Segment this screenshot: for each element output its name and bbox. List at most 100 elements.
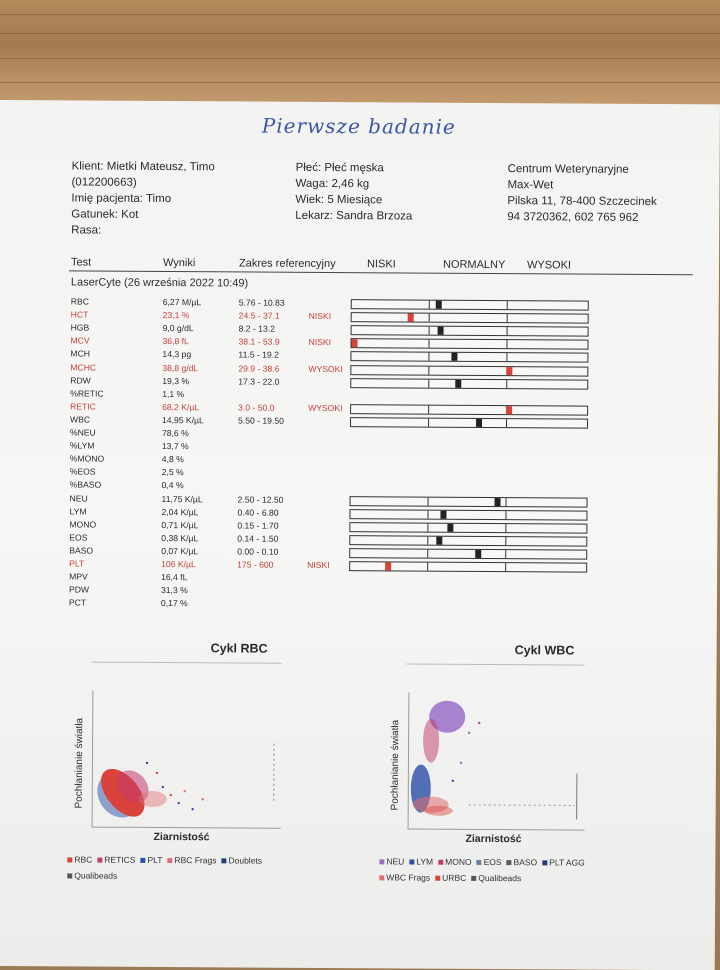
col-normal: NORMALNY xyxy=(443,259,505,271)
value-marker xyxy=(451,353,457,361)
flag-label: NISKI xyxy=(308,337,331,347)
test-value: 14,3 pg xyxy=(162,349,191,359)
test-name: RETIC xyxy=(70,401,96,411)
clinic-line: Pilska 11, 78-400 Szczecinek xyxy=(507,193,656,210)
legend-label: PLT xyxy=(147,855,162,865)
legend-item: EOS xyxy=(477,854,502,870)
reference-range: 0.00 - 0.10 xyxy=(237,546,278,556)
reference-range: 0.14 - 1.50 xyxy=(237,533,278,543)
test-value: 78,6 % xyxy=(162,428,189,438)
reference-range: 11.5 - 19.2 xyxy=(238,350,279,360)
test-value: 14,95 K/µL xyxy=(162,415,204,425)
legend-item: Doublets xyxy=(221,852,262,868)
test-value: 19,3 % xyxy=(162,376,189,386)
legend-swatch xyxy=(409,860,414,865)
legend-swatch xyxy=(167,858,172,863)
reference-range: 5.50 - 19.50 xyxy=(238,415,284,425)
test-name: %MONO xyxy=(70,454,104,464)
wbc-scatter-svg xyxy=(409,693,586,830)
reference-range: 8.2 - 13.2 xyxy=(239,324,275,334)
legend-swatch xyxy=(221,858,226,863)
legend-label: URBC xyxy=(442,873,466,883)
legend-item: MONO xyxy=(438,854,472,870)
test-value: 0,17 % xyxy=(161,598,188,608)
test-value: 0,38 K/µL xyxy=(161,533,198,543)
legend-item: WBC Frags xyxy=(379,869,430,885)
test-value: 31,3 % xyxy=(161,585,188,595)
col-high: WYSOKI xyxy=(527,259,571,271)
legend-label: Doublets xyxy=(228,855,262,865)
test-name: PLT xyxy=(69,558,84,568)
value-marker xyxy=(408,314,414,322)
value-marker xyxy=(476,419,482,427)
flag-label: WYSOKI xyxy=(308,403,342,413)
legend-swatch xyxy=(379,859,384,864)
flag-label: NISKI xyxy=(309,311,332,321)
value-marker xyxy=(438,327,444,335)
flag-label: WYSOKI xyxy=(308,363,342,373)
legend-label: EOS xyxy=(484,857,502,867)
rbc-y-label: Pochłanianie światła xyxy=(74,718,86,809)
clinic-line: Max-Wet xyxy=(507,177,656,194)
patient-line: Płeć: Płeć męska xyxy=(296,160,413,177)
legend-item: BASO xyxy=(507,854,538,870)
reference-range: 175 - 600 xyxy=(237,559,273,569)
reference-range: 3.0 - 50.0 xyxy=(238,402,274,412)
range-indicator-bar xyxy=(350,496,588,507)
reference-range: 2.50 - 12.50 xyxy=(238,494,284,504)
test-value: 23,1 % xyxy=(163,310,190,320)
legend-label: PLT AGG xyxy=(549,857,585,867)
legend-label: Qualibeads xyxy=(74,870,117,880)
test-value: 9,0 g/dL xyxy=(163,323,194,333)
client-info: Klient: Mietki Mateusz, Timo (012200663)… xyxy=(71,158,215,239)
legend-swatch xyxy=(471,876,476,881)
handwritten-title: Pierwsze badanie xyxy=(262,114,456,139)
test-value: 4,8 % xyxy=(162,454,184,464)
col-results: Wyniki xyxy=(163,257,195,269)
value-marker xyxy=(385,562,391,570)
value-marker xyxy=(440,510,446,518)
reference-range: 29.9 - 38.6 xyxy=(238,363,279,373)
value-marker xyxy=(475,550,481,558)
client-line: Rasa: xyxy=(71,222,214,239)
range-indicator-bar xyxy=(350,417,588,428)
test-value: 0,71 K/µL xyxy=(161,520,198,530)
test-value: 1,1 % xyxy=(162,389,184,399)
range-indicator-bar xyxy=(351,312,589,323)
client-line: Gatunek: Kot xyxy=(71,206,214,223)
reference-range: 5.76 - 10.83 xyxy=(239,297,285,307)
value-marker xyxy=(506,367,512,375)
wbc-x-label: Ziarnistość xyxy=(465,833,521,845)
reference-range: 17.3 - 22.0 xyxy=(238,376,279,386)
legend-item: RETICS xyxy=(97,852,135,868)
test-value: 6,27 M/µL xyxy=(163,297,201,307)
patient-line: Wiek: 5 Miesiące xyxy=(295,192,412,209)
range-indicator-bar xyxy=(350,404,588,415)
test-name: BASO xyxy=(69,545,93,555)
patient-line: Lekarz: Sandra Brzoza xyxy=(295,208,412,225)
legend-item: Qualibeads xyxy=(67,867,117,883)
flag-label: NISKI xyxy=(307,560,330,570)
rbc-plot-rule xyxy=(92,662,282,664)
test-name: MCH xyxy=(70,349,90,359)
range-indicator-bar xyxy=(350,378,588,389)
test-value: 16,4 fL xyxy=(161,572,187,582)
range-indicator-bar xyxy=(349,509,587,520)
reference-range: 0.40 - 6.80 xyxy=(237,507,278,517)
test-value: 13,7 % xyxy=(162,441,189,451)
value-marker xyxy=(506,406,512,414)
lab-report-sheet: Pierwsze badanie Klient: Mietki Mateusz,… xyxy=(0,100,720,970)
range-indicator-bar xyxy=(350,338,588,349)
col-range: Zakres referencyjny xyxy=(239,257,336,270)
value-marker xyxy=(455,379,461,387)
range-indicator-bar xyxy=(351,299,589,310)
client-line: (012200663) xyxy=(71,174,214,191)
header-divider xyxy=(69,270,693,275)
test-name: %EOS xyxy=(70,467,96,477)
test-value: 2,5 % xyxy=(162,467,184,477)
legend-swatch xyxy=(438,860,443,865)
legend-label: RBC xyxy=(74,854,92,864)
legend-item: RBC xyxy=(67,851,92,867)
